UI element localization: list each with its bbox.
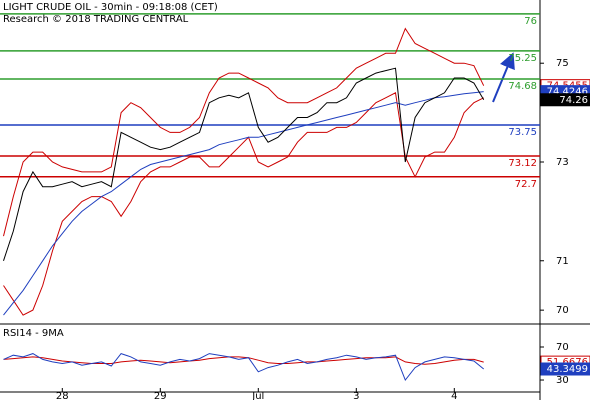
chart-subtitle: Research © 2018 TRADING CENTRAL: [3, 14, 189, 25]
rsi-title: RSI14 - 9MA: [3, 328, 64, 339]
level-label: 74.68: [508, 81, 537, 92]
y-tick-label: 30: [556, 375, 569, 386]
chart-title: LIGHT CRUDE OIL - 30min - 09:18:08 (CET): [3, 2, 218, 13]
level-label: 73.75: [508, 127, 537, 138]
y-tick-label: 75: [556, 58, 569, 69]
series-line: [3, 27, 485, 237]
y-tick-label: 71: [556, 256, 569, 267]
value-box-label: 74.4246: [547, 87, 588, 98]
value-box-label: 43.3499: [547, 364, 588, 375]
series-line: [3, 356, 484, 365]
level-label: 72.7: [515, 179, 537, 190]
level-label: 73.12: [508, 158, 537, 169]
x-tick-label: 3: [353, 391, 359, 400]
value-box: [540, 93, 590, 107]
series-line: [3, 91, 484, 316]
value-box-label: 74.26: [559, 95, 588, 106]
level-label: 75.25: [508, 53, 537, 64]
value-box: [540, 362, 590, 376]
y-tick-label: 70: [556, 305, 569, 316]
series-line: [3, 67, 485, 261]
y-tick-label: 70: [556, 342, 569, 353]
level-label: 76: [524, 16, 537, 27]
plot-background: [0, 0, 540, 392]
x-tick-label: 28: [56, 391, 69, 400]
y-tick-label: 73: [556, 157, 569, 168]
x-tick-label: 29: [154, 391, 167, 400]
x-tick-label: 4: [451, 391, 457, 400]
x-tick-label: Jul: [251, 391, 264, 400]
series-line: [3, 353, 485, 381]
